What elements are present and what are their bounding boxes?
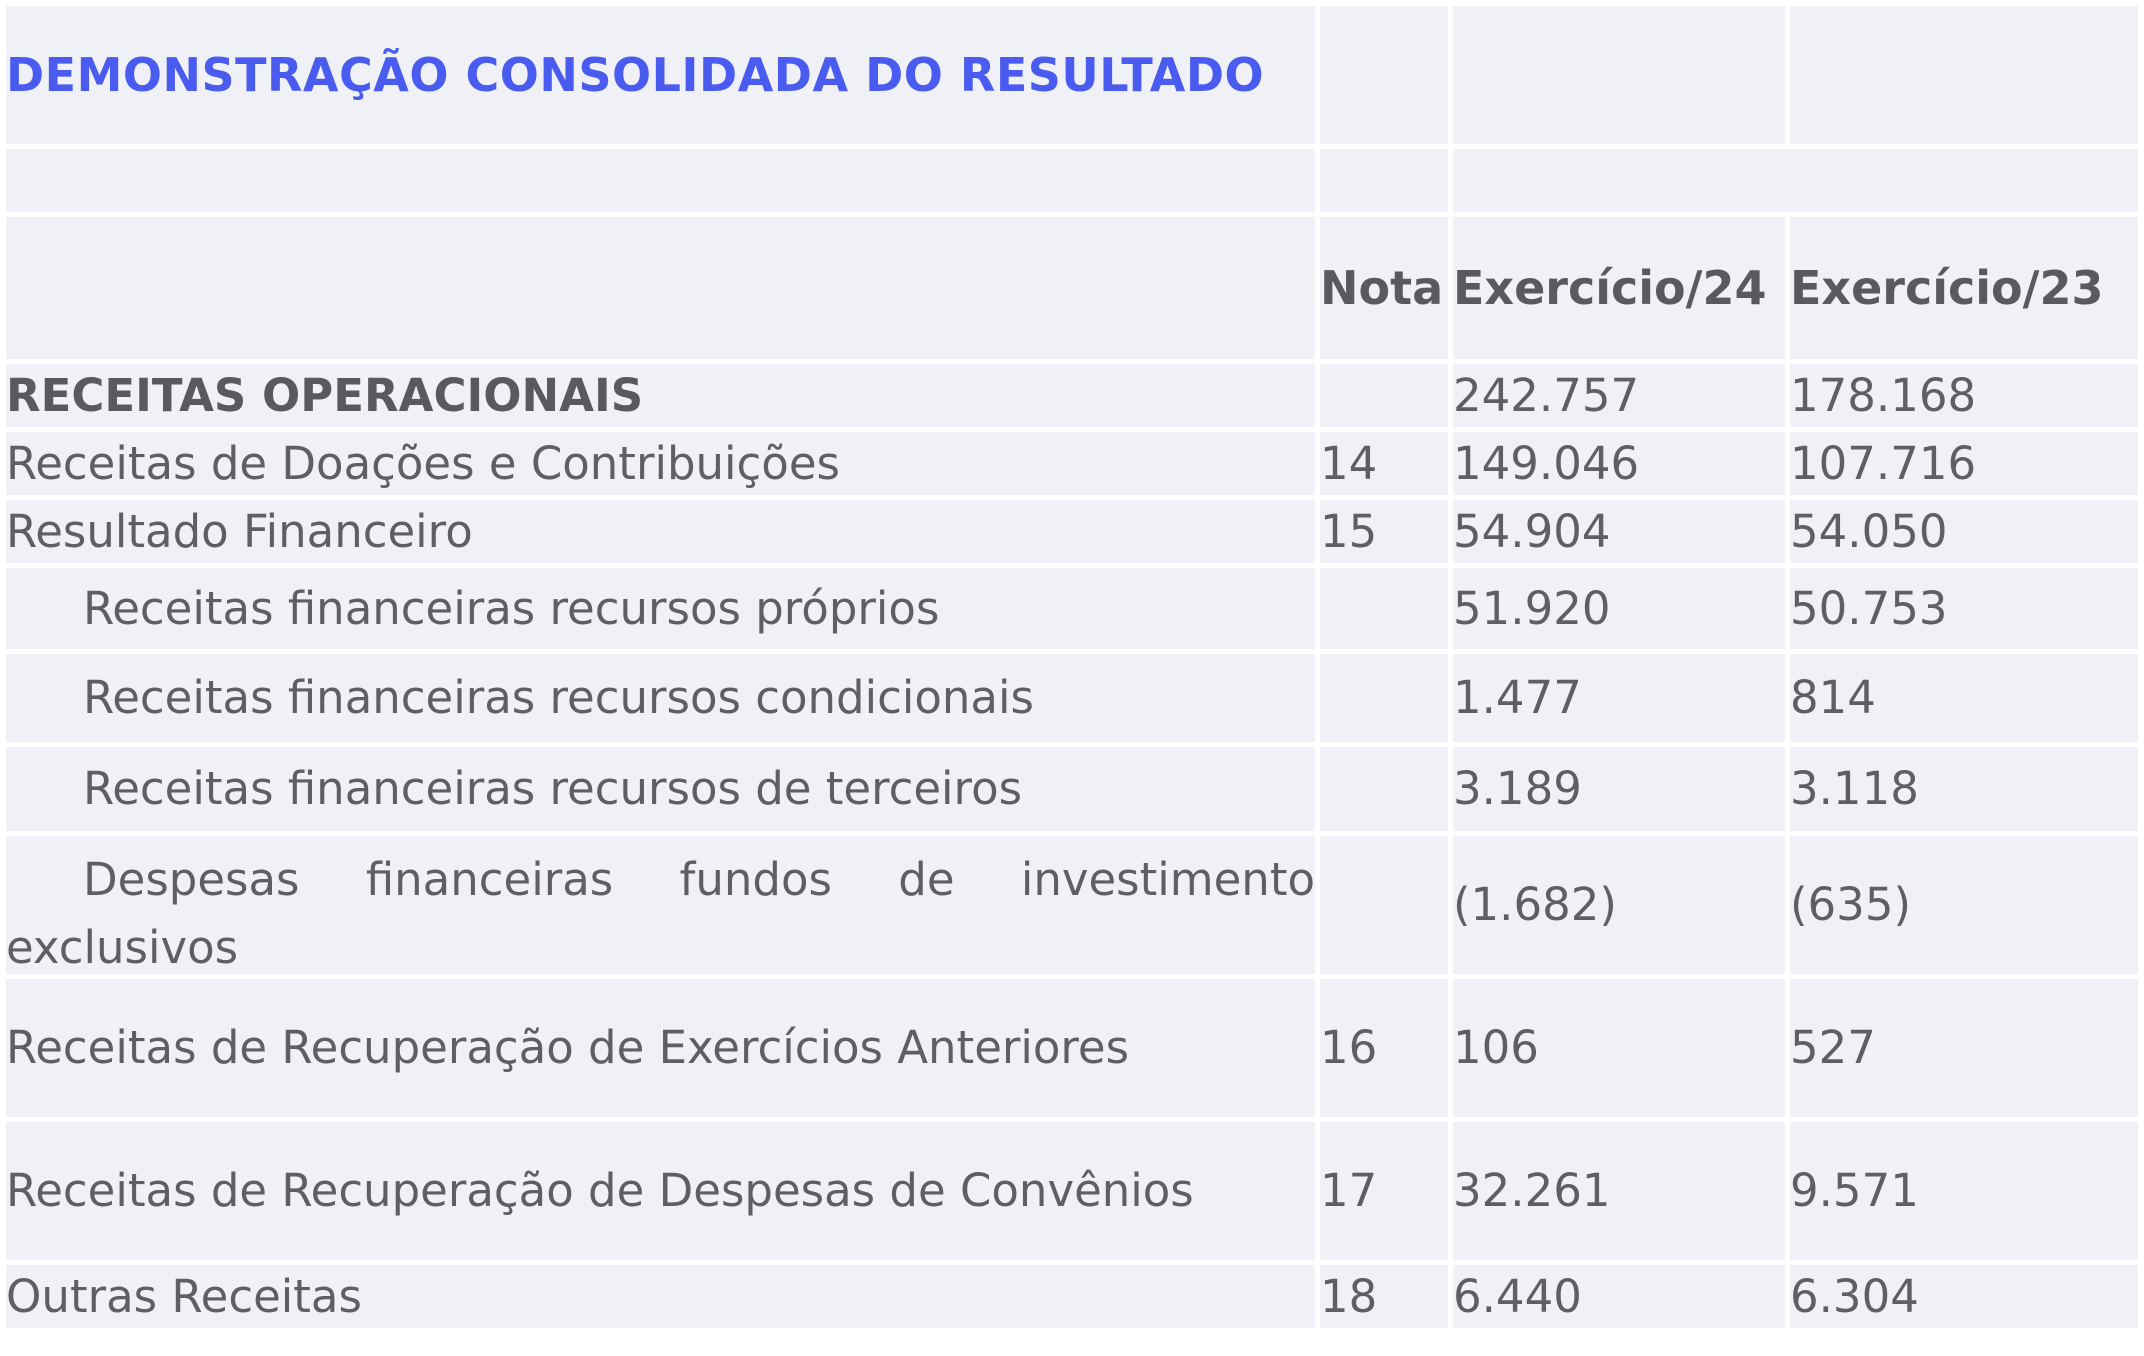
row-value-23: 107.716 [1790, 432, 2138, 495]
row-nota: 14 [1320, 432, 1448, 495]
row-nota: 18 [1320, 1265, 1448, 1328]
table-row: Resultado Financeiro 15 54.904 54.050 [6, 500, 2138, 563]
row-value-23: 527 [1790, 979, 2138, 1117]
table-row: Despesas financeiras fundos de investime… [6, 836, 2138, 974]
empty-cell [1790, 6, 2138, 144]
empty-cell [1453, 6, 1785, 144]
row-nota [1320, 568, 1448, 649]
row-value-23: 9.571 [1790, 1122, 2138, 1260]
empty-cell [1320, 6, 1448, 144]
row-label-line-2: exclusivos [6, 921, 239, 974]
row-label: Despesas financeiras fundos de investime… [6, 836, 1315, 974]
table-row: Receitas financeiras recursos próprios 5… [6, 568, 2138, 649]
table-title: DEMONSTRAÇÃO CONSOLIDADA DO RESULTADO [6, 6, 1315, 144]
row-nota [1320, 836, 1448, 974]
row-value-23: 6.304 [1790, 1265, 2138, 1328]
row-nota [1320, 747, 1448, 831]
row-nota: 15 [1320, 500, 1448, 563]
row-value-23: 814 [1790, 654, 2138, 742]
row-nota [1320, 364, 1448, 427]
row-value-24: 51.920 [1453, 568, 1785, 649]
table-row: Receitas de Recuperação de Exercícios An… [6, 979, 2138, 1117]
table-row: Outras Receitas 18 6.440 6.304 [6, 1265, 2138, 1328]
table-row: Receitas financeiras recursos de terceir… [6, 747, 2138, 831]
row-value-24: 32.261 [1453, 1122, 1785, 1260]
row-value-24: 106 [1453, 979, 1785, 1117]
row-nota: 16 [1320, 979, 1448, 1117]
title-row: DEMONSTRAÇÃO CONSOLIDADA DO RESULTADO [6, 6, 2138, 144]
row-nota: 17 [1320, 1122, 1448, 1260]
row-label: Receitas financeiras recursos condiciona… [6, 654, 1315, 742]
row-value-24: 54.904 [1453, 500, 1785, 563]
spacer-row [6, 149, 2138, 212]
row-value-23: 178.168 [1790, 364, 2138, 427]
row-value-23: 50.753 [1790, 568, 2138, 649]
row-label: Outras Receitas [6, 1265, 1315, 1328]
header-exercicio-24: Exercício/24 [1453, 217, 1785, 359]
header-row: Nota Exercício/24 Exercício/23 [6, 217, 2138, 359]
table-row: RECEITAS OPERACIONAIS 242.757 178.168 [6, 364, 2138, 427]
row-label: Resultado Financeiro [6, 500, 1315, 563]
row-value-23: 3.118 [1790, 747, 2138, 831]
table-row: Receitas de Recuperação de Despesas de C… [6, 1122, 2138, 1260]
row-label: Receitas de Recuperação de Exercícios An… [6, 979, 1315, 1117]
table-row: Receitas financeiras recursos condiciona… [6, 654, 2138, 742]
table-row: Receitas de Doações e Contribuições 14 1… [6, 432, 2138, 495]
row-value-24: 149.046 [1453, 432, 1785, 495]
row-value-24: 242.757 [1453, 364, 1785, 427]
row-value-24: 3.189 [1453, 747, 1785, 831]
row-value-23: (635) [1790, 836, 2138, 974]
row-label: Receitas de Doações e Contribuições [6, 432, 1315, 495]
header-nota: Nota [1320, 217, 1448, 359]
empty-cell [1320, 149, 1448, 212]
row-value-24: 1.477 [1453, 654, 1785, 742]
row-label: Receitas de Recuperação de Despesas de C… [6, 1122, 1315, 1260]
empty-cell [6, 149, 1315, 212]
empty-cell [6, 217, 1315, 359]
income-statement-table: DEMONSTRAÇÃO CONSOLIDADA DO RESULTADO No… [6, 6, 2138, 1333]
row-label: RECEITAS OPERACIONAIS [6, 364, 1315, 427]
header-exercicio-23: Exercício/23 [1790, 217, 2138, 359]
empty-cell [1453, 149, 2138, 212]
row-value-24: 6.440 [1453, 1265, 1785, 1328]
row-label: Receitas financeiras recursos de terceir… [6, 747, 1315, 831]
row-label: Receitas financeiras recursos próprios [6, 568, 1315, 649]
row-nota [1320, 654, 1448, 742]
row-value-24: (1.682) [1453, 836, 1785, 974]
row-label-line-1: Despesas financeiras fundos de investime… [83, 853, 1315, 906]
row-value-23: 54.050 [1790, 500, 2138, 563]
